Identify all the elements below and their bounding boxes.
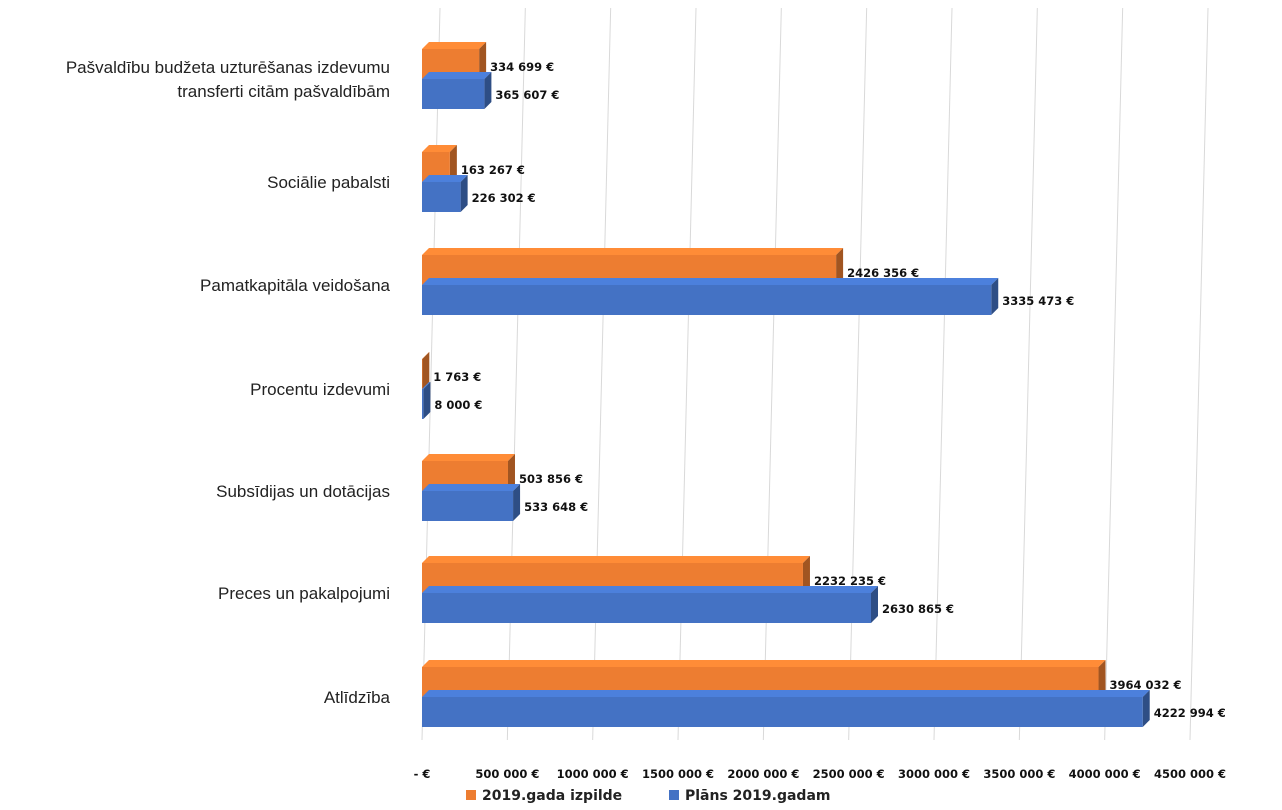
bar-plans <box>422 586 879 623</box>
gridline <box>848 7 868 741</box>
bar-plans <box>422 484 521 521</box>
data-label: 533 648 € <box>524 500 588 514</box>
bar-izpilde <box>422 145 457 182</box>
gridline <box>933 7 953 741</box>
data-label: 3335 473 € <box>1002 294 1074 308</box>
category-label: Pamatkapitāla veidošana <box>200 276 391 295</box>
data-label: 2426 356 € <box>847 266 919 280</box>
gridline <box>762 7 782 741</box>
category-label: transferti citām pašvaldībām <box>177 82 390 101</box>
bar-plans <box>422 278 999 315</box>
x-tick-label: 4500 000 € <box>1154 767 1226 781</box>
data-label: 2232 235 € <box>814 574 886 588</box>
legend-swatch-izpilde <box>466 790 476 800</box>
data-label: 226 302 € <box>472 191 536 205</box>
category-label: Pašvaldību budžeta uzturēšanas izdevumu <box>66 58 390 77</box>
x-tick-label: 4000 000 € <box>1069 767 1141 781</box>
bar-izpilde <box>422 352 430 389</box>
data-label: 503 856 € <box>519 472 583 486</box>
gridline <box>1018 7 1038 741</box>
gridline <box>1104 7 1124 741</box>
legend-label-plans: Plāns 2019.gadam <box>685 788 831 804</box>
gridline <box>677 7 697 741</box>
x-tick-label: 2500 000 € <box>813 767 885 781</box>
x-tick-label: 1500 000 € <box>642 767 714 781</box>
gridline <box>592 7 612 741</box>
data-label: 2630 865 € <box>882 602 954 616</box>
data-label: 334 699 € <box>490 60 554 74</box>
category-label: Sociālie pabalsti <box>267 173 390 192</box>
x-tick-label: 1000 000 € <box>557 767 629 781</box>
x-tick-label: 2000 000 € <box>727 767 799 781</box>
data-label: 4222 994 € <box>1154 706 1226 720</box>
category-label: Preces un pakalpojumi <box>218 584 390 603</box>
bar-plans <box>422 690 1150 727</box>
bar-plans <box>422 72 492 109</box>
bar-plans <box>422 382 431 419</box>
x-tick-label: 3000 000 € <box>898 767 970 781</box>
category-label: Procentu izdevumi <box>250 380 390 399</box>
data-label: 8 000 € <box>434 398 482 412</box>
bar-plans <box>422 175 468 212</box>
category-label: Atlīdzība <box>324 688 391 707</box>
data-label: 365 607 € <box>495 88 559 102</box>
gridline <box>506 7 526 741</box>
legend-label-izpilde: 2019.gada izpilde <box>482 788 622 804</box>
data-label: 163 267 € <box>461 163 525 177</box>
data-label: 1 763 € <box>433 370 481 384</box>
category-label: Subsīdijas un dotācijas <box>216 482 390 501</box>
data-label: 3964 032 € <box>1110 678 1182 692</box>
x-tick-label: - € <box>414 767 431 781</box>
gridline <box>1189 7 1209 741</box>
x-tick-label: 500 000 € <box>475 767 539 781</box>
legend-swatch-plans <box>669 790 679 800</box>
x-tick-label: 3500 000 € <box>983 767 1055 781</box>
